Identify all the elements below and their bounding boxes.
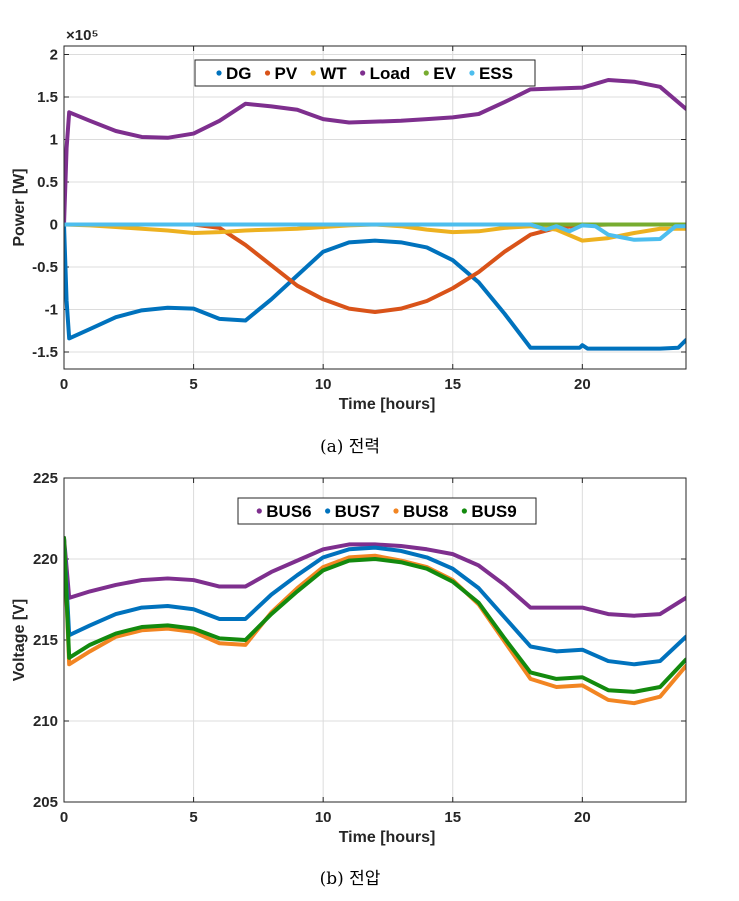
legend-item-load: Load (360, 64, 410, 83)
series-group (64, 535, 686, 706)
y-exponent-label: ×10⁵ (66, 27, 99, 44)
y-tick-label: 210 (33, 713, 58, 730)
x-axis-label: Time [hours] (339, 829, 436, 846)
y-tick-label: 215 (33, 632, 58, 649)
legend-marker (256, 508, 262, 514)
series-line-bus7 (64, 535, 686, 667)
series-line-bus8 (64, 535, 686, 706)
legend-marker (264, 70, 271, 76)
legend-item-wt: WT (310, 64, 347, 83)
series-group (64, 78, 686, 351)
x-tick-label: 0 (60, 809, 68, 826)
legend-label: BUS8 (403, 502, 448, 521)
x-axis-label: Time [hours] (339, 396, 436, 413)
legend-marker (469, 70, 475, 76)
y-tick-label: 2 (50, 47, 58, 64)
x-tick-label: 20 (574, 376, 591, 393)
x-tick-label: 15 (444, 376, 461, 393)
legend-item-pv: PV (264, 64, 298, 83)
legend-item-dg: DG (216, 64, 252, 83)
y-tick-label: 220 (33, 551, 58, 568)
series-line-ess (64, 222, 686, 242)
caption-voltage: (b) 전압 (320, 869, 381, 889)
legend-label: DG (226, 64, 252, 83)
legend-marker (216, 70, 222, 76)
y-axis-label: Voltage [V] (11, 599, 28, 681)
y-axis-label: Power [W] (11, 168, 28, 246)
y-tick-label: 1 (50, 132, 58, 149)
x-tick-label: 10 (315, 376, 332, 393)
legend-marker (360, 70, 366, 76)
power-chart: 0 5 10 15 20 -1.5 -1 -0.5 0 0.5 1 1.5 2 Time [hours] P… (11, 27, 687, 413)
legend-marker (461, 508, 467, 514)
legend-item-ess: ESS (469, 64, 513, 83)
x-tick-label: 10 (315, 809, 332, 826)
plot-frame (63, 477, 687, 803)
x-tick-label: 5 (189, 376, 197, 393)
legend-label: WT (320, 64, 347, 83)
y-tick-label: -1.5 (32, 344, 58, 361)
legend-label: BUS7 (335, 502, 380, 521)
y-tick-label: -0.5 (32, 259, 58, 276)
y-tick-label: -1 (45, 302, 58, 319)
series-line-bus9 (64, 535, 686, 694)
y-tick-label: 225 (33, 470, 58, 487)
legend-label: ESS (479, 64, 513, 83)
x-tick-label: 5 (189, 809, 197, 826)
y-tick-label: 1.5 (37, 89, 58, 106)
legend-item-ev: EV (423, 64, 457, 83)
legend-item-bus9: BUS9 (461, 502, 517, 521)
legend-label: BUS6 (266, 502, 311, 521)
legend-label: PV (275, 64, 298, 83)
y-tick-label: 0.5 (37, 174, 58, 191)
legend-marker (423, 70, 429, 76)
series-line-load (64, 78, 686, 227)
x-tick-label: 0 (60, 376, 68, 393)
legend-marker (310, 70, 316, 76)
legend-marker (325, 508, 331, 514)
plot-frame (63, 45, 687, 370)
legend-box (237, 497, 537, 525)
voltage-chart: 0 5 10 15 20 205 210 215 220 225 Time [hours] Volta… (11, 470, 687, 846)
legend-item-bus8: BUS8 (393, 502, 448, 521)
series-line-dg (64, 222, 686, 351)
legend-label: BUS9 (471, 502, 516, 521)
x-tick-label: 15 (444, 809, 461, 826)
legend-label: Load (370, 64, 411, 83)
caption-power: (a) 전력 (320, 437, 380, 457)
legend-marker (393, 508, 399, 514)
legend-label: EV (433, 64, 456, 83)
x-tick-label: 20 (574, 809, 591, 826)
legend-item-bus7: BUS7 (325, 502, 380, 521)
legend: DG PV WT Load EV ESS (194, 59, 536, 87)
legend-item-bus6: BUS6 (256, 502, 312, 521)
y-tick-label: 205 (33, 794, 58, 811)
series-line-bus6 (64, 535, 686, 618)
legend: BUS6 BUS7 BUS8 BUS9 (237, 497, 537, 525)
y-tick-label: 0 (50, 217, 58, 234)
